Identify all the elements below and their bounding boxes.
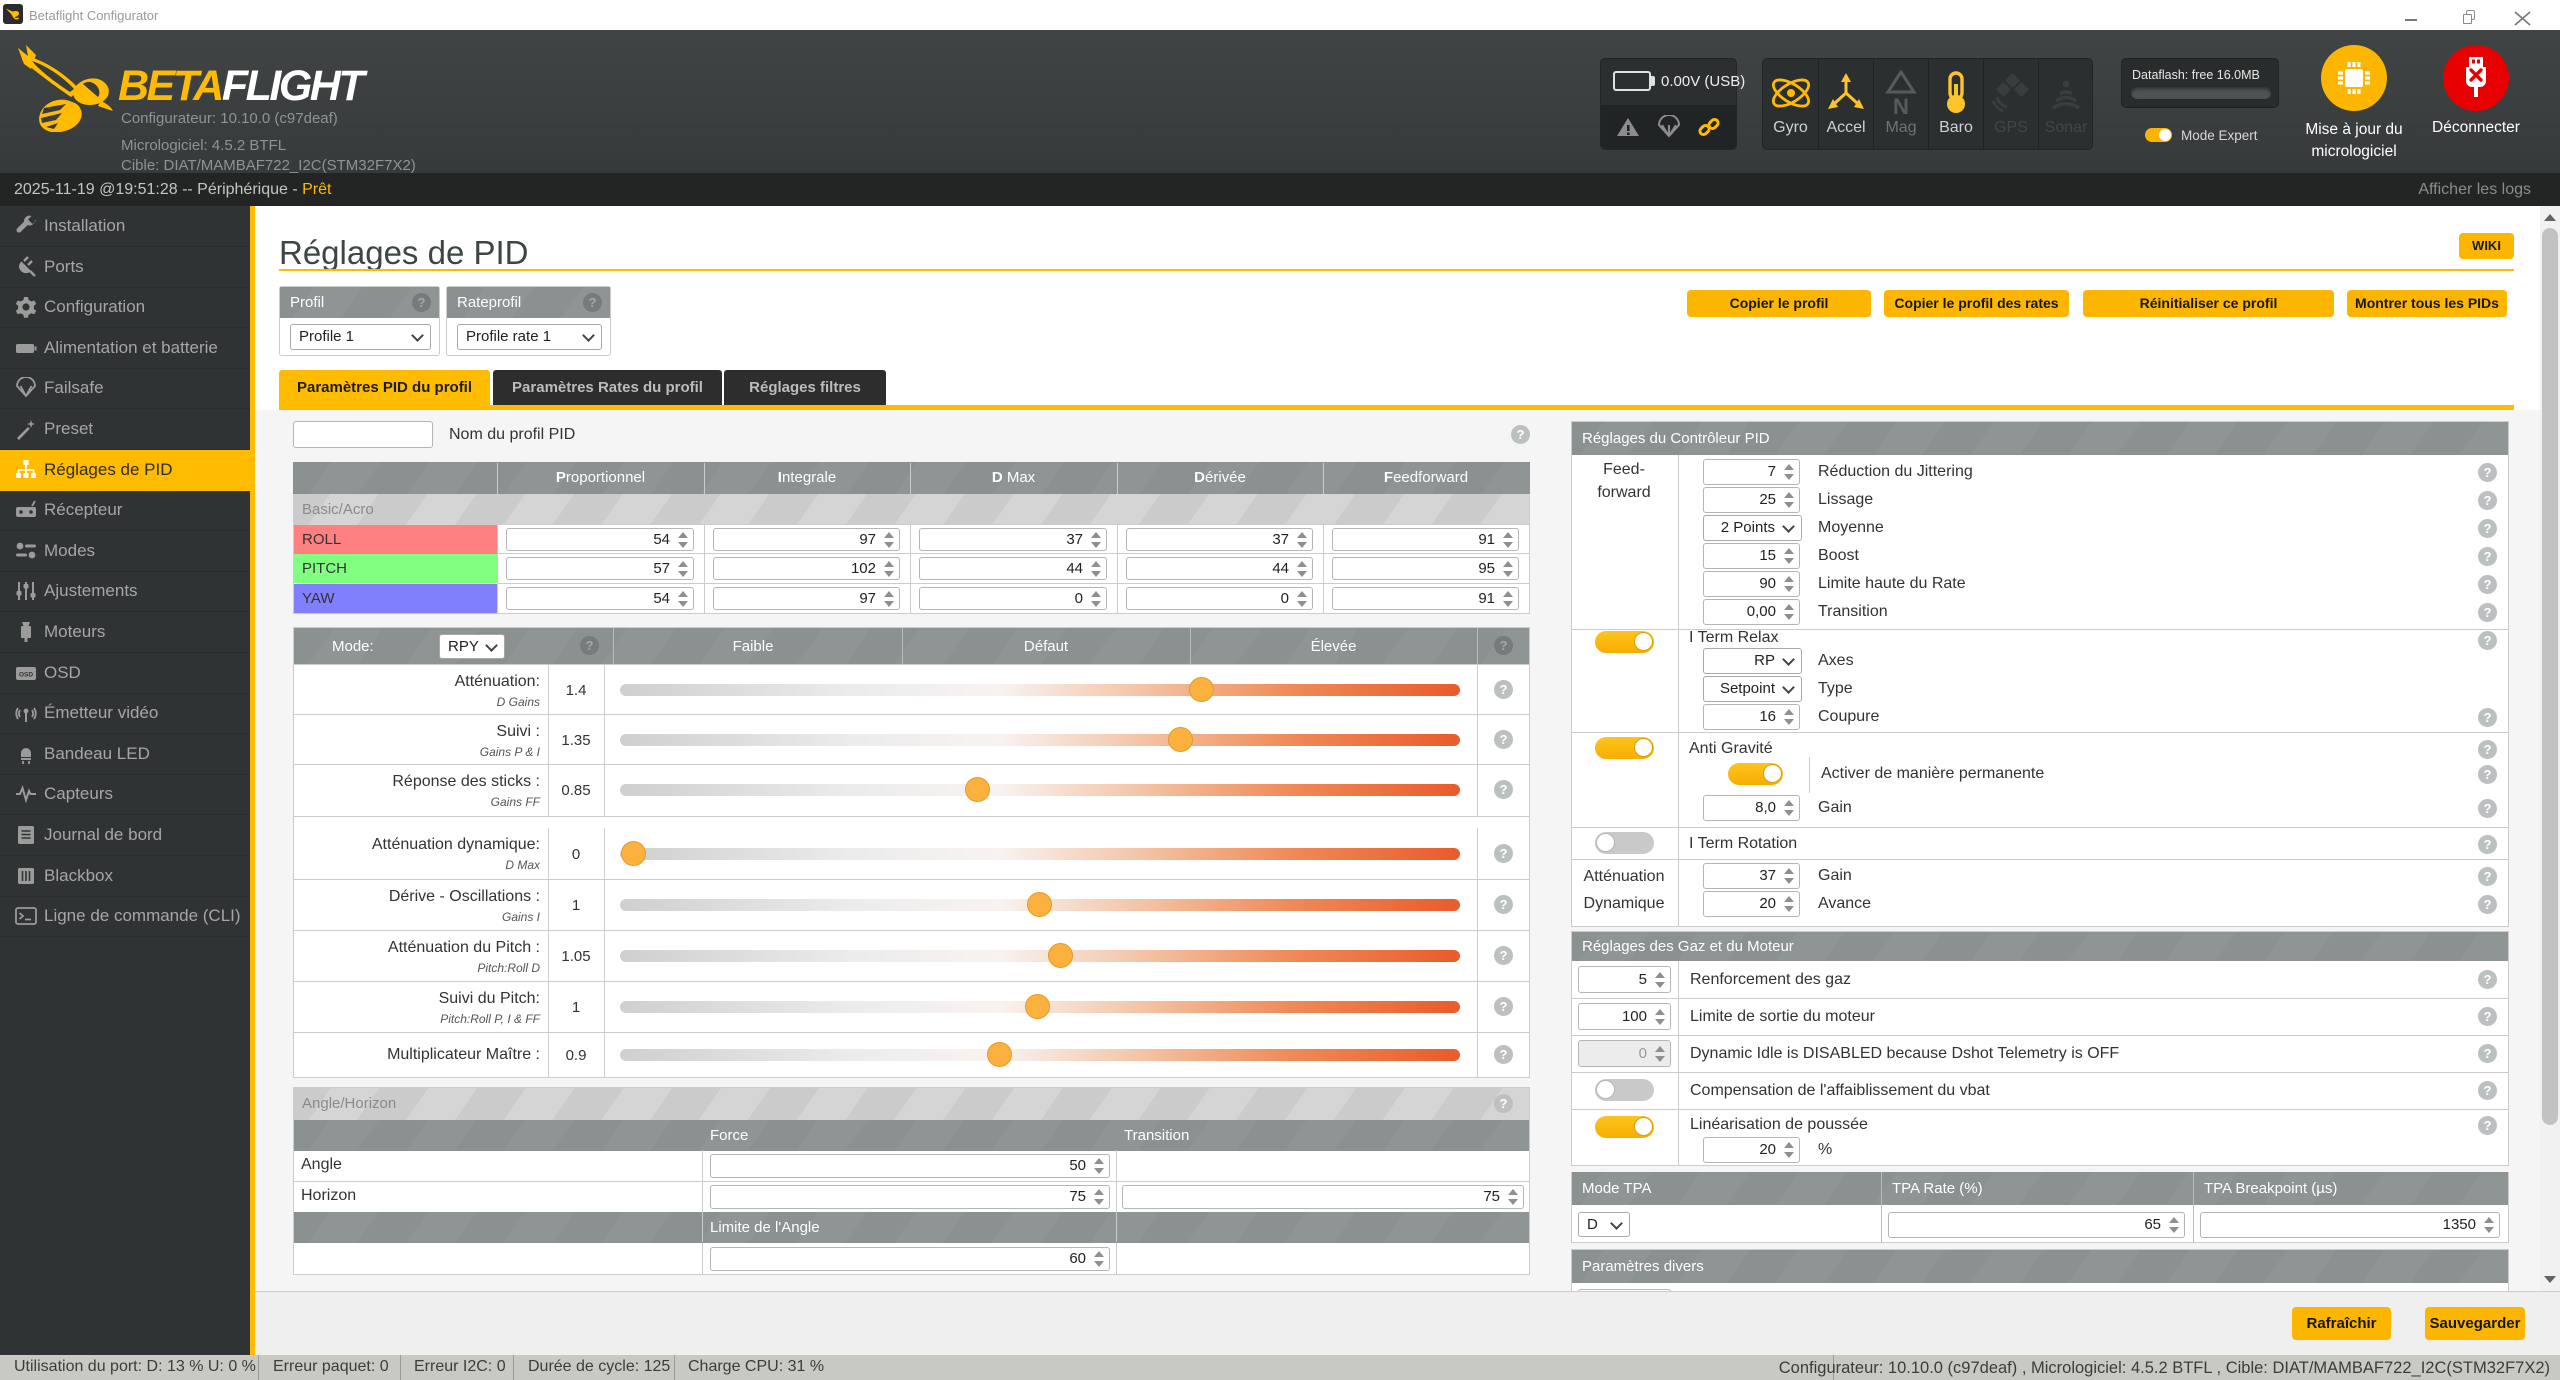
svg-text:N: N: [1893, 94, 1909, 116]
svg-text:OSD: OSD: [19, 672, 33, 679]
